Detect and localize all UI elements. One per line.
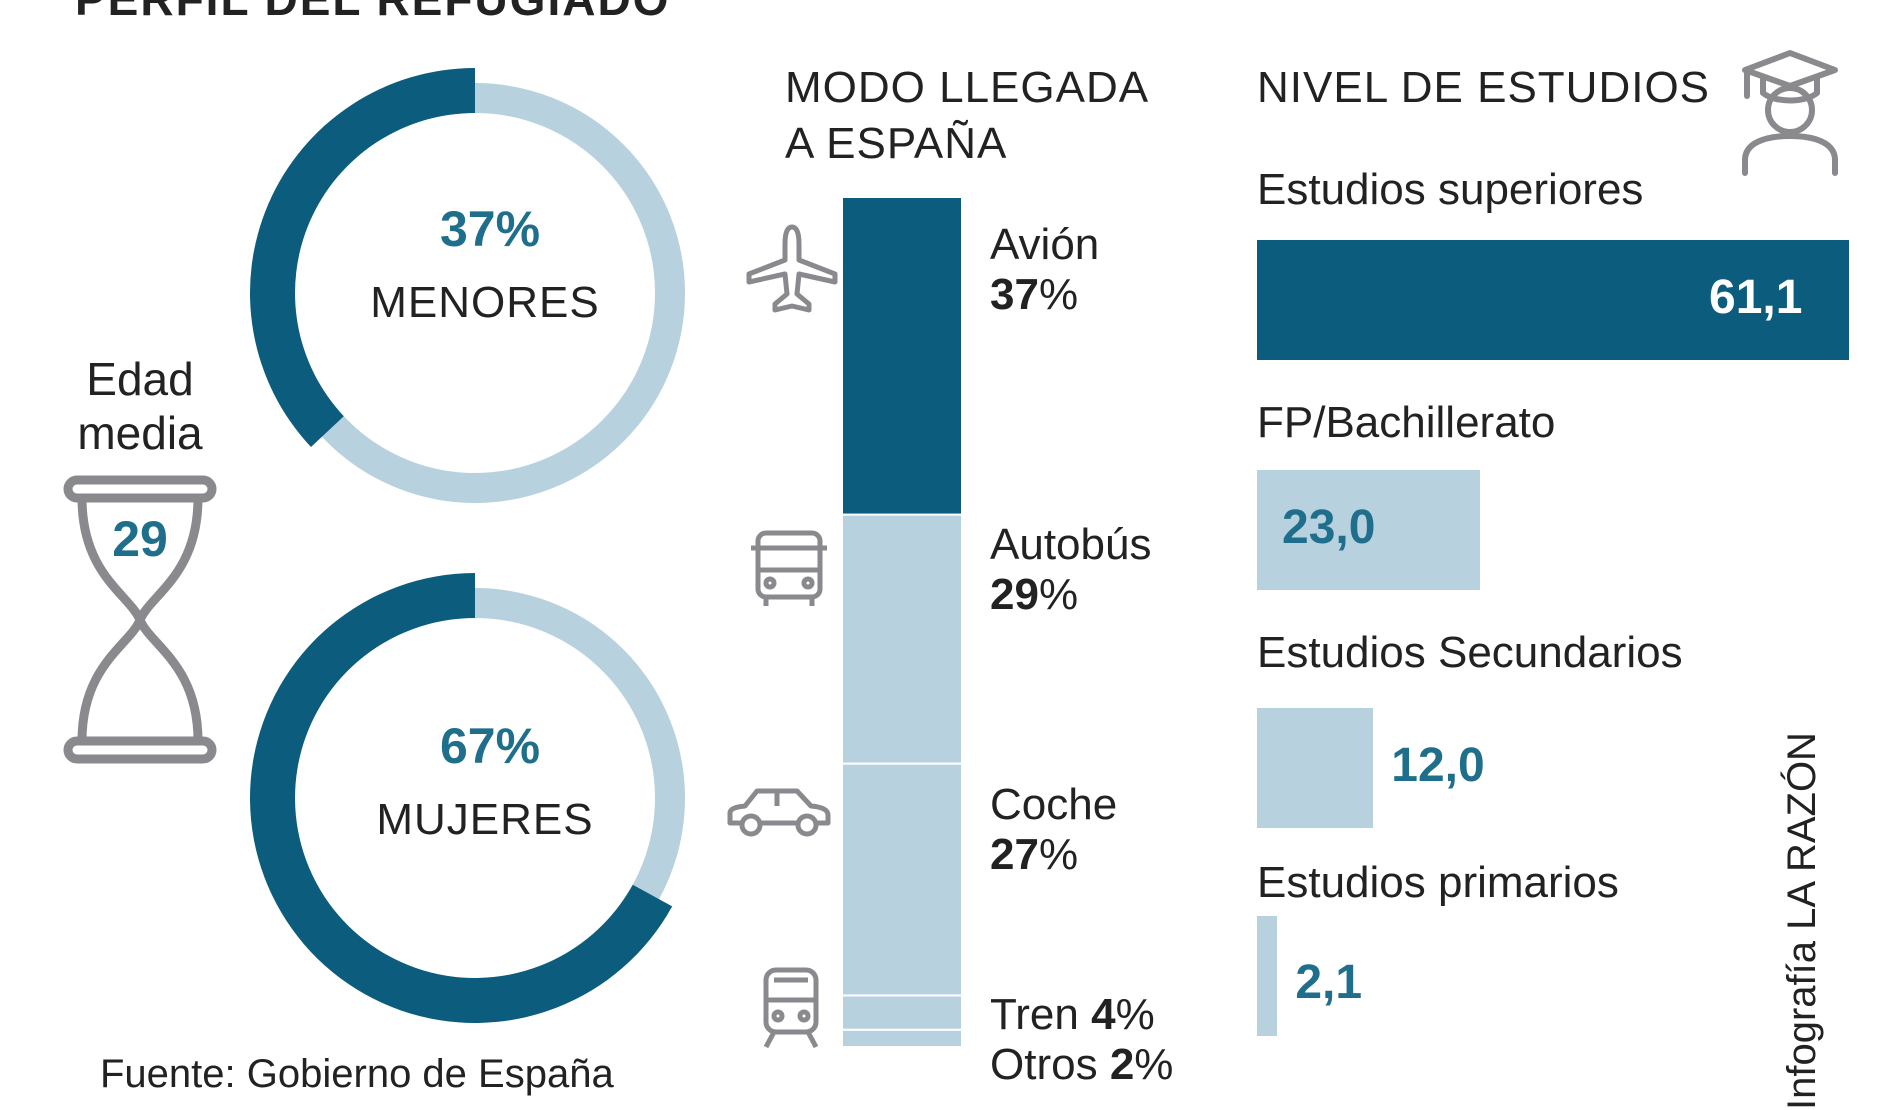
edu-value-secondary: 12,0 [1391, 739, 1485, 792]
age-value: 29 [112, 511, 168, 567]
arrival-segment-other [841, 1028, 963, 1049]
edu-value-primary: 2,1 [1295, 956, 1363, 1009]
minors-value-arc [249, 68, 475, 448]
arrival-cat-car: Coche [990, 780, 1118, 829]
women-donut-chart [250, 573, 685, 1023]
minors-label: MENORES [370, 278, 600, 327]
education-header: NIVEL DE ESTUDIOS [1257, 63, 1711, 112]
age-label: Edad media [45, 352, 235, 460]
arrival-unit-other: % [1134, 1040, 1174, 1089]
edu-value-fp: 23,0 [1282, 501, 1376, 554]
arrival-header-line1: MODO LLEGADA [785, 63, 1150, 112]
women-percent-label: 67% [439, 718, 541, 774]
arrival-val-plane: 37 [990, 270, 1039, 319]
arrival-header-line2: A ESPAÑA [785, 119, 1008, 168]
train-icon [763, 967, 819, 1049]
arrival-label-plane: Avión 37% [990, 220, 1099, 320]
age-label-line1: Edad [86, 353, 194, 405]
credit-label: Infografía LA RAZÓN [1780, 732, 1824, 1110]
arrival-header: MODO LLEGADA A ESPAÑA [785, 60, 1149, 172]
arrival-cat-other: Otros [990, 1040, 1098, 1089]
arrival-segment-plane [841, 196, 963, 516]
edu-cat-superior: Estudios superiores [1257, 165, 1644, 214]
edu-bar-superior [1257, 240, 1849, 360]
arrival-segment-bus [841, 513, 963, 765]
edu-cat-primary: Estudios primarios [1257, 858, 1619, 907]
source-label: Fuente: Gobierno de España [100, 1052, 614, 1096]
minors-percent-label: 37% [439, 201, 541, 257]
arrival-val-other: 2 [1109, 1040, 1135, 1089]
infographic-title: PERFIL DEL REFUGIADO [75, 0, 670, 26]
bus-icon [751, 530, 827, 606]
arrival-val-train: 4 [1091, 990, 1116, 1039]
women-label: MUJERES [376, 795, 594, 844]
minors-donut-chart [249, 68, 685, 503]
edu-bar-fp [1257, 470, 1480, 590]
edu-cat-secondary: Estudios Secundarios [1257, 628, 1683, 677]
car-icon [727, 788, 831, 837]
edu-value-superior: 61,1 [1709, 271, 1803, 324]
edu-bar-primary [1257, 916, 1278, 1036]
edu-cat-fp: FP/Bachillerato [1257, 398, 1556, 447]
arrival-cat-train: Tren [990, 990, 1079, 1039]
arrival-stacked-bar [841, 196, 963, 1049]
hourglass-icon [63, 475, 217, 764]
arrival-label-bus: Autobús 29% [990, 520, 1151, 620]
arrival-segment-car [841, 762, 963, 997]
edu-bar-secondary [1257, 708, 1374, 828]
arrival-label-other: Otros 2% [990, 1040, 1173, 1090]
arrival-unit-car: % [1038, 830, 1079, 879]
plane-icon [746, 224, 838, 313]
arrival-label-train: Tren 4% [990, 990, 1155, 1040]
arrival-cat-bus: Autobús [990, 520, 1152, 569]
age-label-line2: media [77, 407, 203, 459]
arrival-unit-train: % [1115, 990, 1155, 1039]
arrival-unit-bus: % [1038, 570, 1079, 619]
arrival-cat-plane: Avión [990, 220, 1100, 269]
arrival-val-bus: 29 [990, 570, 1039, 619]
arrival-val-car: 27 [990, 830, 1039, 879]
arrival-unit-plane: % [1038, 270, 1079, 319]
graduate-icon [1742, 50, 1838, 176]
arrival-label-car: Coche 27% [990, 780, 1117, 880]
arrival-segment-train [841, 994, 963, 1031]
